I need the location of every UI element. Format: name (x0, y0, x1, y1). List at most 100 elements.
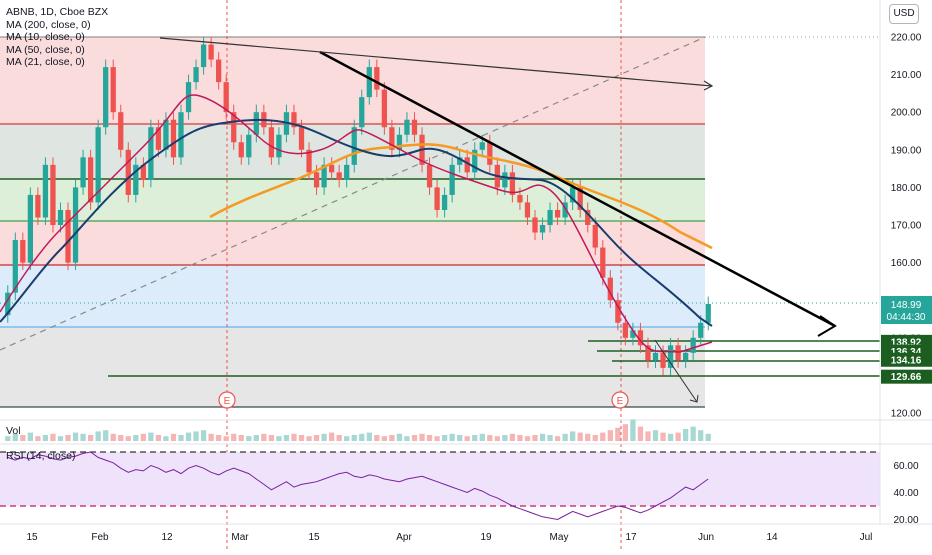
earnings-circle[interactable] (218, 391, 236, 409)
earnings-marker[interactable]: E (611, 391, 629, 409)
candle-body (426, 164, 433, 188)
candle-body (80, 157, 86, 188)
candle-body (87, 157, 94, 203)
price-tick-label: 160.00 (891, 258, 922, 269)
volume-bar (276, 436, 282, 441)
volume-bar (404, 436, 410, 441)
volume-bar (110, 433, 116, 441)
candle-body (562, 202, 568, 218)
volume-bar (313, 435, 320, 441)
volume-bar (57, 436, 64, 441)
volume-bar (532, 435, 538, 441)
volume-bar (419, 433, 425, 441)
earnings-marker[interactable]: E (218, 391, 236, 409)
candle-body (223, 82, 229, 113)
dashed-trend (0, 36, 706, 351)
volume-bar (329, 432, 335, 441)
volume-bar (50, 433, 56, 441)
rsi-axis: 60.00 40.00 20.00 (893, 461, 918, 526)
volume-bar (615, 427, 621, 441)
volume-bar (148, 432, 154, 441)
candle-body (396, 134, 403, 150)
rsi-tick-label: 40.00 (893, 488, 918, 499)
volume-bar (464, 436, 470, 441)
candle-body (645, 345, 651, 361)
legend-ma21[interactable]: MA (21, close, 0) (6, 56, 85, 68)
candle-body (65, 209, 71, 263)
candle-body (306, 149, 312, 173)
candle-body (441, 194, 448, 210)
volume-bar (585, 433, 591, 441)
volume-bar (200, 430, 207, 441)
candle-body (148, 127, 154, 180)
volume-bar (170, 433, 177, 441)
volume-bar (479, 433, 485, 441)
candle-body (667, 345, 674, 368)
earnings-circle[interactable] (611, 391, 629, 409)
rsi-label[interactable]: RSI (14, close) (6, 450, 76, 462)
candle-body (200, 44, 207, 68)
trendline-upper (159, 37, 713, 87)
volume-bar (178, 435, 184, 441)
volume-bar (607, 430, 613, 441)
volume-bar (705, 433, 711, 441)
volume-bar (449, 433, 455, 441)
volume-bar (524, 436, 531, 441)
candle-body (374, 67, 380, 90)
trendline-arrowhead (817, 315, 837, 337)
volume-bar (155, 435, 162, 441)
candle-body (607, 277, 613, 301)
candle-body (231, 112, 237, 143)
candle-body (336, 172, 342, 180)
price-tick-label: 190.00 (891, 145, 922, 156)
volume-bar (441, 435, 448, 441)
candle-body (389, 127, 395, 150)
candle-body (133, 164, 139, 195)
candle-body (110, 67, 116, 113)
volume-bar (87, 435, 94, 441)
legend-ma10[interactable]: MA (10, close, 0) (6, 31, 85, 43)
candle-body (118, 112, 124, 150)
price-tick-label: 210.00 (891, 70, 922, 81)
candle-body (577, 187, 583, 210)
volume-bar (103, 430, 109, 441)
volume-bar (562, 433, 568, 441)
volume-bar (366, 432, 372, 441)
candle-body (464, 157, 470, 173)
volume-bar (12, 433, 18, 441)
candle-body (50, 164, 56, 225)
volume-bar (246, 436, 252, 441)
candle-body (630, 330, 636, 338)
candle-body (690, 337, 696, 353)
countdown: 04:44:30 (887, 312, 926, 323)
candle-body (185, 82, 192, 113)
volume-bar (502, 435, 508, 441)
volume-label[interactable]: Vol (6, 425, 21, 437)
candle-body (585, 209, 591, 225)
volume-bar (223, 436, 229, 441)
rsi-tick-label: 20.00 (893, 515, 918, 526)
legend-ma200[interactable]: MA (200, close, 0) (6, 18, 91, 31)
legend-ma50[interactable]: MA (50, close, 0) (6, 43, 85, 56)
volume-bar (27, 432, 33, 441)
time-tick-label: Jun (698, 532, 714, 543)
drop-arrow (654, 339, 698, 403)
volume-bar (163, 436, 169, 441)
candle-body (208, 44, 214, 60)
candle-body (592, 225, 598, 248)
volume-bar (125, 436, 131, 441)
candle-body (532, 217, 538, 233)
candle-body (72, 187, 79, 263)
candle-body (321, 164, 327, 188)
currency-button[interactable]: USD (889, 4, 919, 24)
volume-bar (298, 435, 305, 441)
symbol-title[interactable]: ABNB, 1D, Cboe BZX (6, 6, 109, 18)
volume-bar (321, 433, 327, 441)
volume-bar (344, 436, 350, 441)
candle-body (509, 172, 516, 195)
volume-bar (667, 433, 674, 441)
time-axis[interactable]: 15 Feb 12 Mar 15 Apr 19 May 17 Jun 14 Jul (26, 532, 872, 543)
candle-body (268, 127, 275, 158)
